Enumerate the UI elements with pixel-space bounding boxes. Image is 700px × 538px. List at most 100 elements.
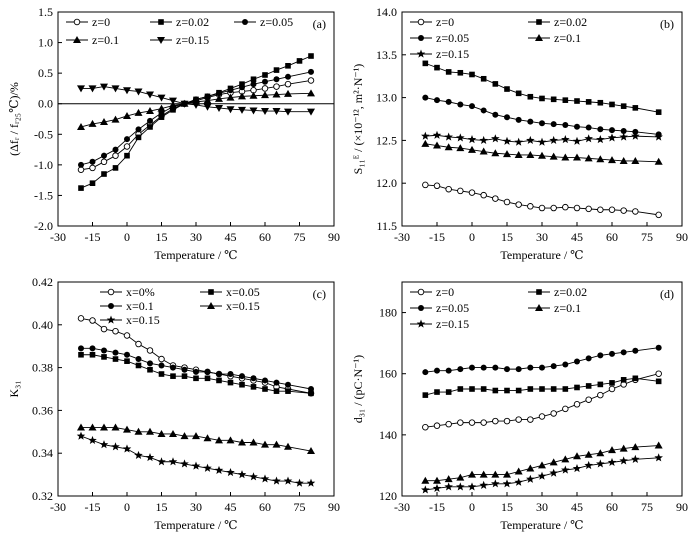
data-point <box>77 423 85 431</box>
data-point <box>272 90 281 98</box>
data-point <box>539 386 545 392</box>
data-point <box>491 479 500 488</box>
legend-marker <box>417 18 425 26</box>
data-point <box>654 132 663 141</box>
data-point <box>146 107 154 115</box>
data-point <box>515 416 522 423</box>
data-point <box>273 379 280 386</box>
data-point <box>249 107 258 115</box>
x-tick-label: 60 <box>259 500 271 514</box>
y-tick-label: 11.5 <box>376 219 397 233</box>
data-point <box>100 423 108 431</box>
legend-marker <box>73 36 81 43</box>
data-point <box>111 115 120 123</box>
legend-label: z=0.1 <box>92 33 119 47</box>
data-point <box>170 364 176 371</box>
data-point <box>226 467 235 477</box>
legend-label: z=0.15 <box>176 33 209 47</box>
data-point <box>215 104 223 112</box>
data-point <box>434 97 440 104</box>
data-point <box>445 389 452 395</box>
data-point <box>262 377 268 384</box>
data-point <box>584 450 593 458</box>
data-point <box>307 77 315 84</box>
data-point <box>112 327 119 335</box>
data-point <box>550 386 557 392</box>
data-point <box>584 460 593 470</box>
data-point <box>262 78 268 85</box>
data-point <box>573 401 581 408</box>
x-tick-label: 30 <box>536 500 548 514</box>
data-point <box>445 185 452 193</box>
y-tick-label: 0.34 <box>32 446 53 460</box>
data-point <box>457 366 464 373</box>
data-point <box>597 352 604 359</box>
data-point <box>444 475 453 483</box>
data-point <box>146 427 154 435</box>
data-point <box>146 347 154 354</box>
data-point <box>631 443 640 451</box>
legend: z=0 z=0.02 z=0.05 z=0.1 z=0.15 <box>66 15 293 47</box>
x-tick-label: 15 <box>156 500 168 514</box>
data-point <box>169 429 177 437</box>
data-point <box>654 157 663 165</box>
legend: z=0 z=0.02 z=0.05 z=0.1 z=0.15 <box>410 15 587 61</box>
data-point <box>491 470 500 478</box>
data-point <box>444 132 453 141</box>
data-point <box>596 155 605 163</box>
data-point <box>227 371 234 378</box>
data-point <box>469 71 475 78</box>
legend-marker <box>106 315 116 324</box>
data-point <box>147 360 153 367</box>
x-tick-label: 30 <box>190 230 202 244</box>
data-point <box>504 387 510 394</box>
x-tick-label: 0 <box>469 500 475 514</box>
data-point <box>456 144 465 152</box>
data-point <box>491 134 500 143</box>
data-point <box>285 388 291 394</box>
data-point <box>284 108 292 116</box>
data-point <box>422 423 429 431</box>
data-point <box>527 118 534 125</box>
data-point <box>562 97 569 103</box>
data-point <box>514 150 523 158</box>
data-point <box>77 85 85 93</box>
data-point <box>112 349 119 356</box>
data-point <box>226 436 235 444</box>
data-point <box>445 98 452 105</box>
x-tick-label: 60 <box>606 230 618 244</box>
data-point <box>216 371 222 378</box>
data-point <box>193 368 199 375</box>
data-point <box>479 147 488 155</box>
data-point <box>239 373 245 380</box>
data-point <box>480 419 487 426</box>
y-tick-label: 1.0 <box>38 36 53 50</box>
data-point <box>169 97 177 105</box>
data-point <box>192 101 200 109</box>
data-point <box>101 152 107 159</box>
data-point <box>308 53 314 59</box>
y-axis-label: S₁₁ᴱ / (×10⁻¹², m²·N⁻¹) <box>351 64 365 175</box>
data-point <box>526 474 535 483</box>
data-point <box>609 127 615 134</box>
data-point <box>123 332 131 339</box>
data-point <box>527 386 534 392</box>
data-point <box>169 101 177 109</box>
data-point <box>457 386 464 392</box>
series-2 <box>78 345 314 392</box>
data-point <box>295 478 304 487</box>
data-point <box>78 345 84 352</box>
data-point <box>620 127 627 134</box>
data-point <box>539 364 545 371</box>
data-point <box>180 432 189 440</box>
legend-label: z=0.02 <box>554 285 587 299</box>
x-tick-label: 15 <box>501 230 513 244</box>
data-point <box>468 189 476 196</box>
data-point <box>284 80 292 88</box>
data-point <box>597 391 604 399</box>
data-point <box>445 420 452 428</box>
data-point <box>261 91 269 99</box>
data-point <box>539 95 545 102</box>
data-point <box>272 108 281 116</box>
data-point <box>261 85 269 92</box>
